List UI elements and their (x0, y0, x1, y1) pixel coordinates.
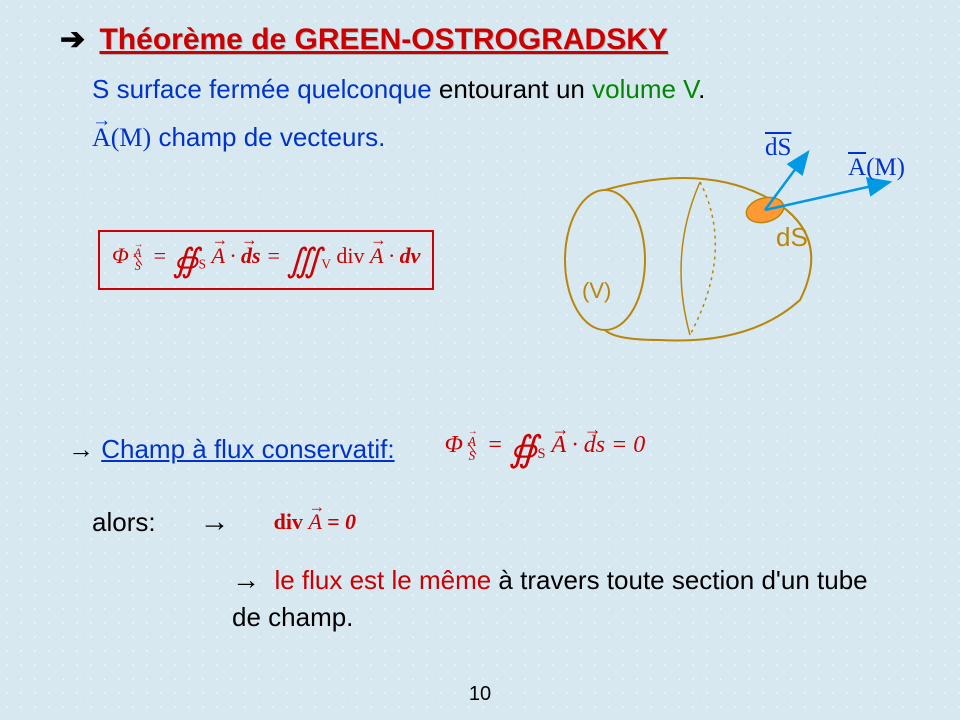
flux-tube-text: → le flux est le même à travers toute se… (232, 562, 872, 635)
slide: ➔ Théorème de GREEN-OSTROGRADSKY S surfa… (0, 0, 960, 720)
s-surface: S surface fermée quelconque (92, 74, 432, 104)
flux-formula: ΦAS = ∯S A · ds = 0 (445, 428, 646, 470)
flux-label-group: → Champ à flux conservatif: (68, 434, 395, 465)
main-formula: ΦAS = ∯S A · ds = ∭V div A · dv (112, 243, 420, 268)
flux-text-arrow: → (232, 565, 260, 596)
flux-conservatif-row: → Champ à flux conservatif: ΦAS = ∯S A ·… (68, 428, 645, 470)
alors-text: alors: (92, 507, 156, 538)
volume-diagram: dS A(M) dS (V) (530, 130, 930, 370)
surface-line: S surface fermée quelconque entourant un… (92, 74, 705, 105)
entourant: entourant un (432, 74, 592, 104)
ds-vector-label: dS (765, 134, 791, 162)
flux-arrow: → (68, 435, 94, 464)
dot: . (698, 74, 705, 104)
flux-text-lead: le flux est le même (274, 565, 491, 595)
title-arrow: ➔ (60, 23, 85, 56)
alors-arrow: → (200, 505, 230, 539)
am-label: A(M) (848, 154, 905, 182)
main-formula-box: ΦAS = ∯S A · ds = ∭V div A · dv (98, 230, 434, 290)
flux-label: Champ à flux conservatif: (101, 434, 394, 464)
am-notation: →A(M) (92, 123, 151, 152)
div-formula: div A = 0 (274, 509, 356, 535)
champ-text: champ de vecteurs. (151, 122, 385, 152)
title-row: ➔ Théorème de GREEN-OSTROGRADSKY (60, 22, 668, 57)
alors-row: alors: → div A = 0 (92, 505, 356, 539)
title-text: Théorème de GREEN-OSTROGRADSKY (99, 23, 667, 56)
v-label: (V) (582, 278, 611, 304)
champ-line: →A(M) champ de vecteurs. (92, 122, 385, 153)
page-number: 10 (0, 683, 960, 706)
volume-v: volume V (592, 74, 698, 104)
ds-patch-label: dS (776, 222, 808, 253)
